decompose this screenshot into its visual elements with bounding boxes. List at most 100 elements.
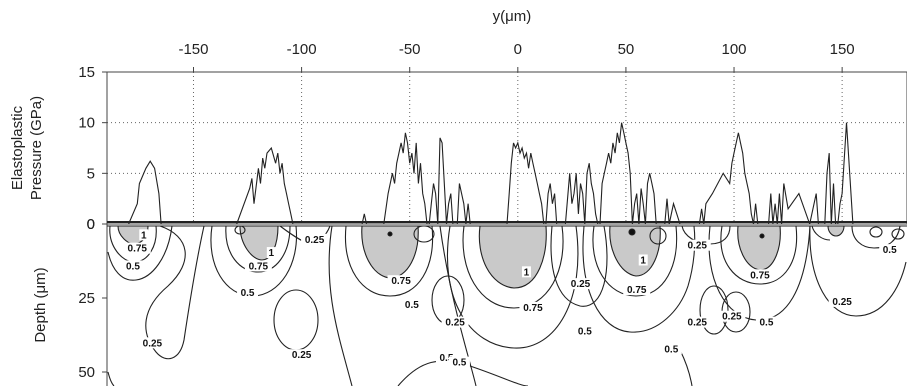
contour-labels: 10.750.50.2510.750.50.250.250.750.50.251… <box>122 229 901 369</box>
contour-0.5 <box>107 225 173 281</box>
contour-label: 0.75 <box>391 276 411 287</box>
contour-label: 0.25 <box>571 279 591 290</box>
x-tick-label: 150 <box>830 41 855 58</box>
contour-label-bg <box>567 278 595 290</box>
contour-0.5 <box>679 349 693 386</box>
contour-label: 0.25 <box>292 350 312 361</box>
contour-0.25 <box>145 225 205 360</box>
contour-label: 0.5 <box>578 327 592 338</box>
contour-label: 0.75 <box>128 244 148 255</box>
depth-y-tick-label: 25 <box>78 290 95 307</box>
contour-label-bg <box>448 356 470 368</box>
contour-label: 0.5 <box>241 288 255 299</box>
contour-0.25 <box>649 227 667 245</box>
contour-0.75 <box>720 225 798 285</box>
contour-0.5 <box>851 225 901 249</box>
pressure-y-tick-label: 5 <box>87 165 95 182</box>
contour-0.75 <box>592 225 678 297</box>
depth-ticks: 0 25 50 <box>78 216 107 381</box>
contour-label-bg <box>574 325 596 337</box>
contour-0.25 <box>699 285 729 335</box>
contour-label-bg <box>638 254 648 266</box>
contour-label-bg <box>879 244 901 256</box>
contour-label: 0.5 <box>405 300 419 311</box>
contour-label: 1 <box>524 267 530 278</box>
dark-spot <box>387 231 393 237</box>
contour-label: 0.75 <box>627 285 647 296</box>
contour-label-bg <box>683 239 711 251</box>
contour-label-bg <box>623 284 651 296</box>
x-tick-label: 0 <box>514 41 522 58</box>
contour-label: 0.25 <box>445 318 465 329</box>
contour-level-1-regions <box>117 225 845 289</box>
contour-label-bg <box>123 242 151 254</box>
x-tick-label: -50 <box>399 41 421 58</box>
pressure-y-tick-label: 10 <box>78 115 95 132</box>
depth-y-axis-title: Depth (μm) <box>32 267 49 342</box>
contour-label-bg <box>718 310 746 322</box>
x-tick-label: -150 <box>178 41 208 58</box>
contour-label-bg <box>660 343 682 355</box>
contour-0.25 <box>811 225 831 241</box>
contour-label-bg <box>828 295 856 307</box>
core-region <box>827 225 845 237</box>
contour-label-bg <box>138 337 166 349</box>
contour-label-bg <box>139 229 149 241</box>
contour-label-bg <box>755 316 777 328</box>
contour-label-bg <box>401 298 423 310</box>
contour-label-bg <box>266 247 276 259</box>
contour-label: 0.25 <box>688 241 708 252</box>
contour-label: 0.25 <box>688 318 708 329</box>
contour-label: 0.25 <box>305 235 325 246</box>
x-tick-label: 50 <box>618 41 635 58</box>
core-region <box>737 225 781 271</box>
contour-label: 0.5 <box>664 344 678 355</box>
contour-label-bg <box>519 301 547 313</box>
contour-0.75 <box>225 225 291 273</box>
top-ticks: -150 -100 -50 0 50 100 150 0 5 10 15 <box>78 41 854 233</box>
contour-label-bg <box>746 269 774 281</box>
contour-label: 0.75 <box>523 303 543 314</box>
contour-label-bg <box>441 316 469 328</box>
contour-label-bg <box>244 260 272 272</box>
depth-y-tick-label: 50 <box>78 364 95 381</box>
dark-spot <box>628 228 636 236</box>
contour-0.5 <box>582 225 696 333</box>
contour-label: 0.25 <box>832 297 852 308</box>
contour-0.25 <box>273 289 319 351</box>
x-tick-label: 100 <box>722 41 747 58</box>
contour-label: 0.5 <box>760 318 774 329</box>
pressure-y-tick-label: 15 <box>78 64 95 81</box>
contour-label-bg <box>237 287 259 299</box>
contour-label: 1 <box>141 230 147 241</box>
pressure-y-tick-label: 0 <box>87 216 95 233</box>
contour-label: 1 <box>640 255 646 266</box>
contour-label: 0.25 <box>143 338 163 349</box>
contour-0.5 <box>328 225 353 386</box>
x-tick-label: -100 <box>287 41 317 58</box>
core-region <box>478 225 547 289</box>
contour-0.75 <box>462 225 564 309</box>
pressure-grid <box>107 72 907 224</box>
contour-label-bg <box>301 233 329 245</box>
contour-0.25 <box>809 225 907 317</box>
contour-label-bg <box>288 349 316 361</box>
contour-0.25 <box>869 226 883 238</box>
contour-0.25 <box>550 225 608 307</box>
contour-label: 0.5 <box>883 245 897 256</box>
pressure-y-label-line2: Pressure (GPa) <box>28 96 45 200</box>
pressure-series-line <box>128 122 854 224</box>
contour-label-bg <box>683 316 711 328</box>
pressure-series <box>128 122 854 224</box>
contour-label-bg <box>435 352 457 364</box>
contour-label: 1 <box>269 248 275 259</box>
contour-label: 0.75 <box>750 270 770 281</box>
contour-label-bg <box>122 260 144 272</box>
contour-label: 0.5 <box>440 353 454 364</box>
contour-label: 0.5 <box>126 261 140 272</box>
contour-label-bg <box>387 275 415 287</box>
contour-label: 0.5 <box>452 358 466 369</box>
contour-label: 0.75 <box>249 261 269 272</box>
pressure-y-axis-title: Elastoplastic Pressure (GPa) <box>9 96 45 200</box>
